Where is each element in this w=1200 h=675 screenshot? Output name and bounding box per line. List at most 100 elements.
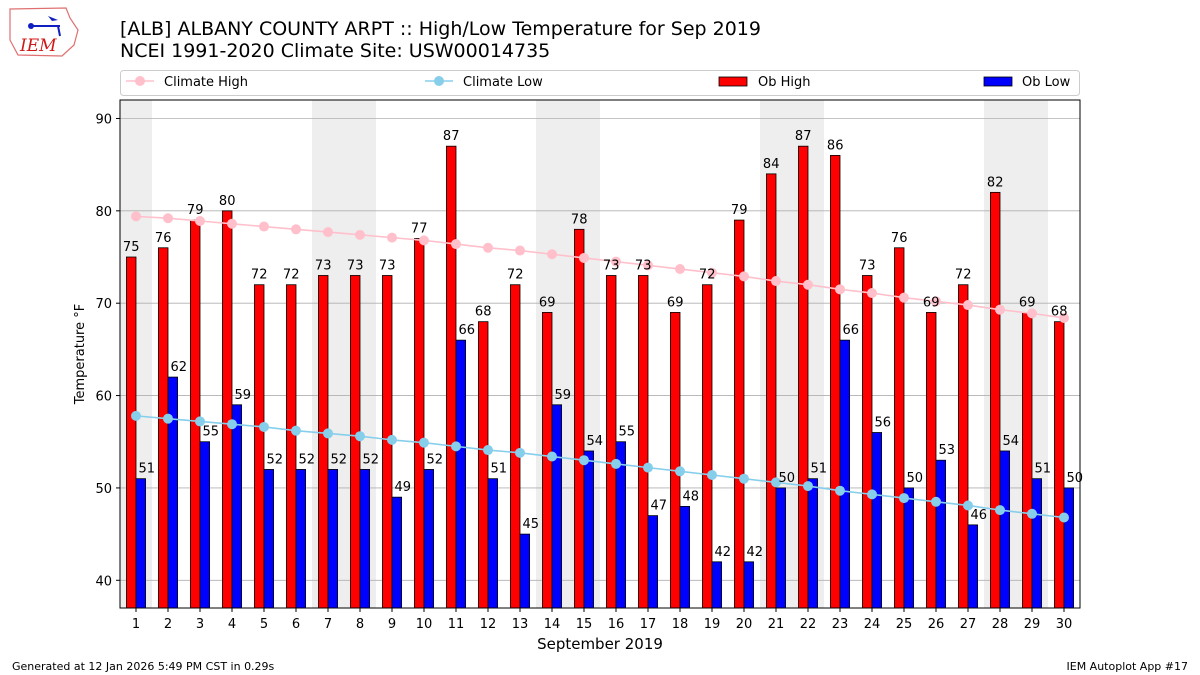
climate-low-point (387, 434, 397, 445)
climate-low-point (195, 416, 205, 427)
ob-low-bar (327, 469, 338, 609)
ob-low-label: 52 (299, 452, 316, 467)
x-tick-label: 19 (704, 617, 721, 632)
x-tick-label: 15 (576, 617, 593, 632)
climate-high-point (227, 218, 237, 229)
ob-low-label: 46 (971, 508, 988, 523)
y-tick-label: 90 (95, 112, 112, 127)
x-tick-label: 4 (228, 617, 236, 632)
ob-high-bar (445, 145, 457, 609)
climate-high-point (995, 304, 1005, 315)
ob-low-bar (135, 478, 146, 609)
climate-low-point (611, 458, 621, 469)
climate-low-point (547, 451, 557, 462)
ob-low-label: 53 (939, 443, 956, 458)
x-tick-label: 8 (356, 617, 364, 632)
climate-low-point (515, 447, 525, 458)
climate-high-point (259, 221, 269, 232)
ob-high-label: 75 (123, 240, 140, 255)
ob-high-label: 78 (571, 212, 588, 227)
climate-low-point (867, 489, 877, 500)
x-tick-label: 10 (416, 617, 433, 632)
ob-low-label: 51 (1035, 462, 1052, 477)
ob-high-label: 87 (443, 129, 460, 144)
climate-high-point (803, 279, 813, 290)
ob-high-label: 72 (507, 268, 524, 283)
ob-high-bar (157, 247, 169, 609)
y-tick-label: 80 (95, 205, 112, 220)
ob-low-bar (711, 561, 722, 609)
climate-low-point (259, 421, 269, 432)
ob-high-bar (413, 238, 425, 609)
ob-low-label: 48 (683, 489, 700, 504)
ob-high-label: 73 (347, 258, 364, 273)
climate-high-point (355, 229, 365, 240)
ob-low-label: 59 (235, 388, 252, 403)
x-tick-label: 16 (608, 617, 625, 632)
ob-low-bar (743, 561, 754, 609)
climate-low-point (355, 431, 365, 442)
ob-high-label: 86 (827, 138, 844, 153)
ob-high-bar (606, 275, 617, 609)
climate-low-point (163, 413, 173, 424)
ob-high-label: 80 (219, 194, 236, 209)
ob-low-label: 59 (555, 388, 572, 403)
ob-low-label: 51 (491, 462, 508, 477)
ob-high-bar (477, 321, 489, 609)
ob-high-bar (702, 284, 713, 609)
climate-low-point (579, 455, 589, 466)
ob-low-bar (1031, 478, 1042, 609)
x-tick-label: 26 (928, 617, 945, 632)
x-tick-label: 28 (992, 617, 1009, 632)
ob-low-bar (679, 505, 690, 609)
climate-low-point (963, 500, 973, 511)
ob-low-label: 51 (139, 462, 156, 477)
iem-logo: IEM (9, 7, 79, 57)
climate-high-point (323, 227, 333, 238)
x-tick-label: 5 (260, 617, 268, 632)
ob-high-label: 79 (187, 203, 204, 218)
legend-bar-swatch (983, 76, 1013, 87)
ob-low-label: 56 (875, 416, 892, 431)
ob-low-bar (999, 450, 1010, 609)
ob-high-bar (862, 275, 873, 609)
chart-title: [ALB] ALBANY COUNTY ARPT :: High/Low Tem… (120, 18, 761, 40)
x-tick-label: 6 (292, 617, 300, 632)
ob-high-label: 69 (1019, 295, 1036, 310)
ob-low-label: 55 (619, 425, 636, 440)
climate-high-point (1059, 312, 1069, 323)
ob-high-label: 73 (315, 258, 332, 273)
ob-low-label: 54 (1003, 434, 1020, 449)
ob-low-bar (487, 478, 498, 609)
ob-high-bar (126, 256, 137, 609)
climate-high-point (931, 296, 941, 307)
ob-low-bar (583, 450, 594, 609)
ob-high-label: 72 (699, 268, 716, 283)
ob-high-label: 69 (923, 295, 940, 310)
ob-low-bar (807, 478, 818, 609)
ob-high-bar (638, 275, 649, 609)
ob-low-label: 50 (1067, 471, 1084, 486)
climate-high-point (867, 288, 877, 299)
x-tick-label: 13 (512, 617, 529, 632)
ob-low-bar (551, 404, 562, 609)
climate-low-point (675, 466, 685, 477)
climate-low-point (803, 481, 813, 492)
ob-high-label: 77 (411, 222, 428, 237)
x-axis-label: September 2019 (537, 635, 663, 653)
ob-high-label: 76 (155, 231, 172, 246)
ob-high-bar (926, 312, 937, 609)
chart-subtitle: NCEI 1991-2020 Climate Site: USW00014735 (120, 40, 550, 62)
legend-label: Ob High (758, 75, 811, 90)
ob-high-bar (349, 275, 361, 609)
ob-low-label: 52 (267, 452, 284, 467)
y-axis-label: Temperature °F (73, 304, 88, 405)
y-tick-label: 70 (95, 297, 112, 312)
ob-high-bar (798, 145, 809, 609)
climate-high-point (515, 245, 525, 256)
ob-low-bar (903, 487, 914, 609)
climate-low-point (707, 469, 717, 480)
climate-high-point (835, 284, 845, 295)
